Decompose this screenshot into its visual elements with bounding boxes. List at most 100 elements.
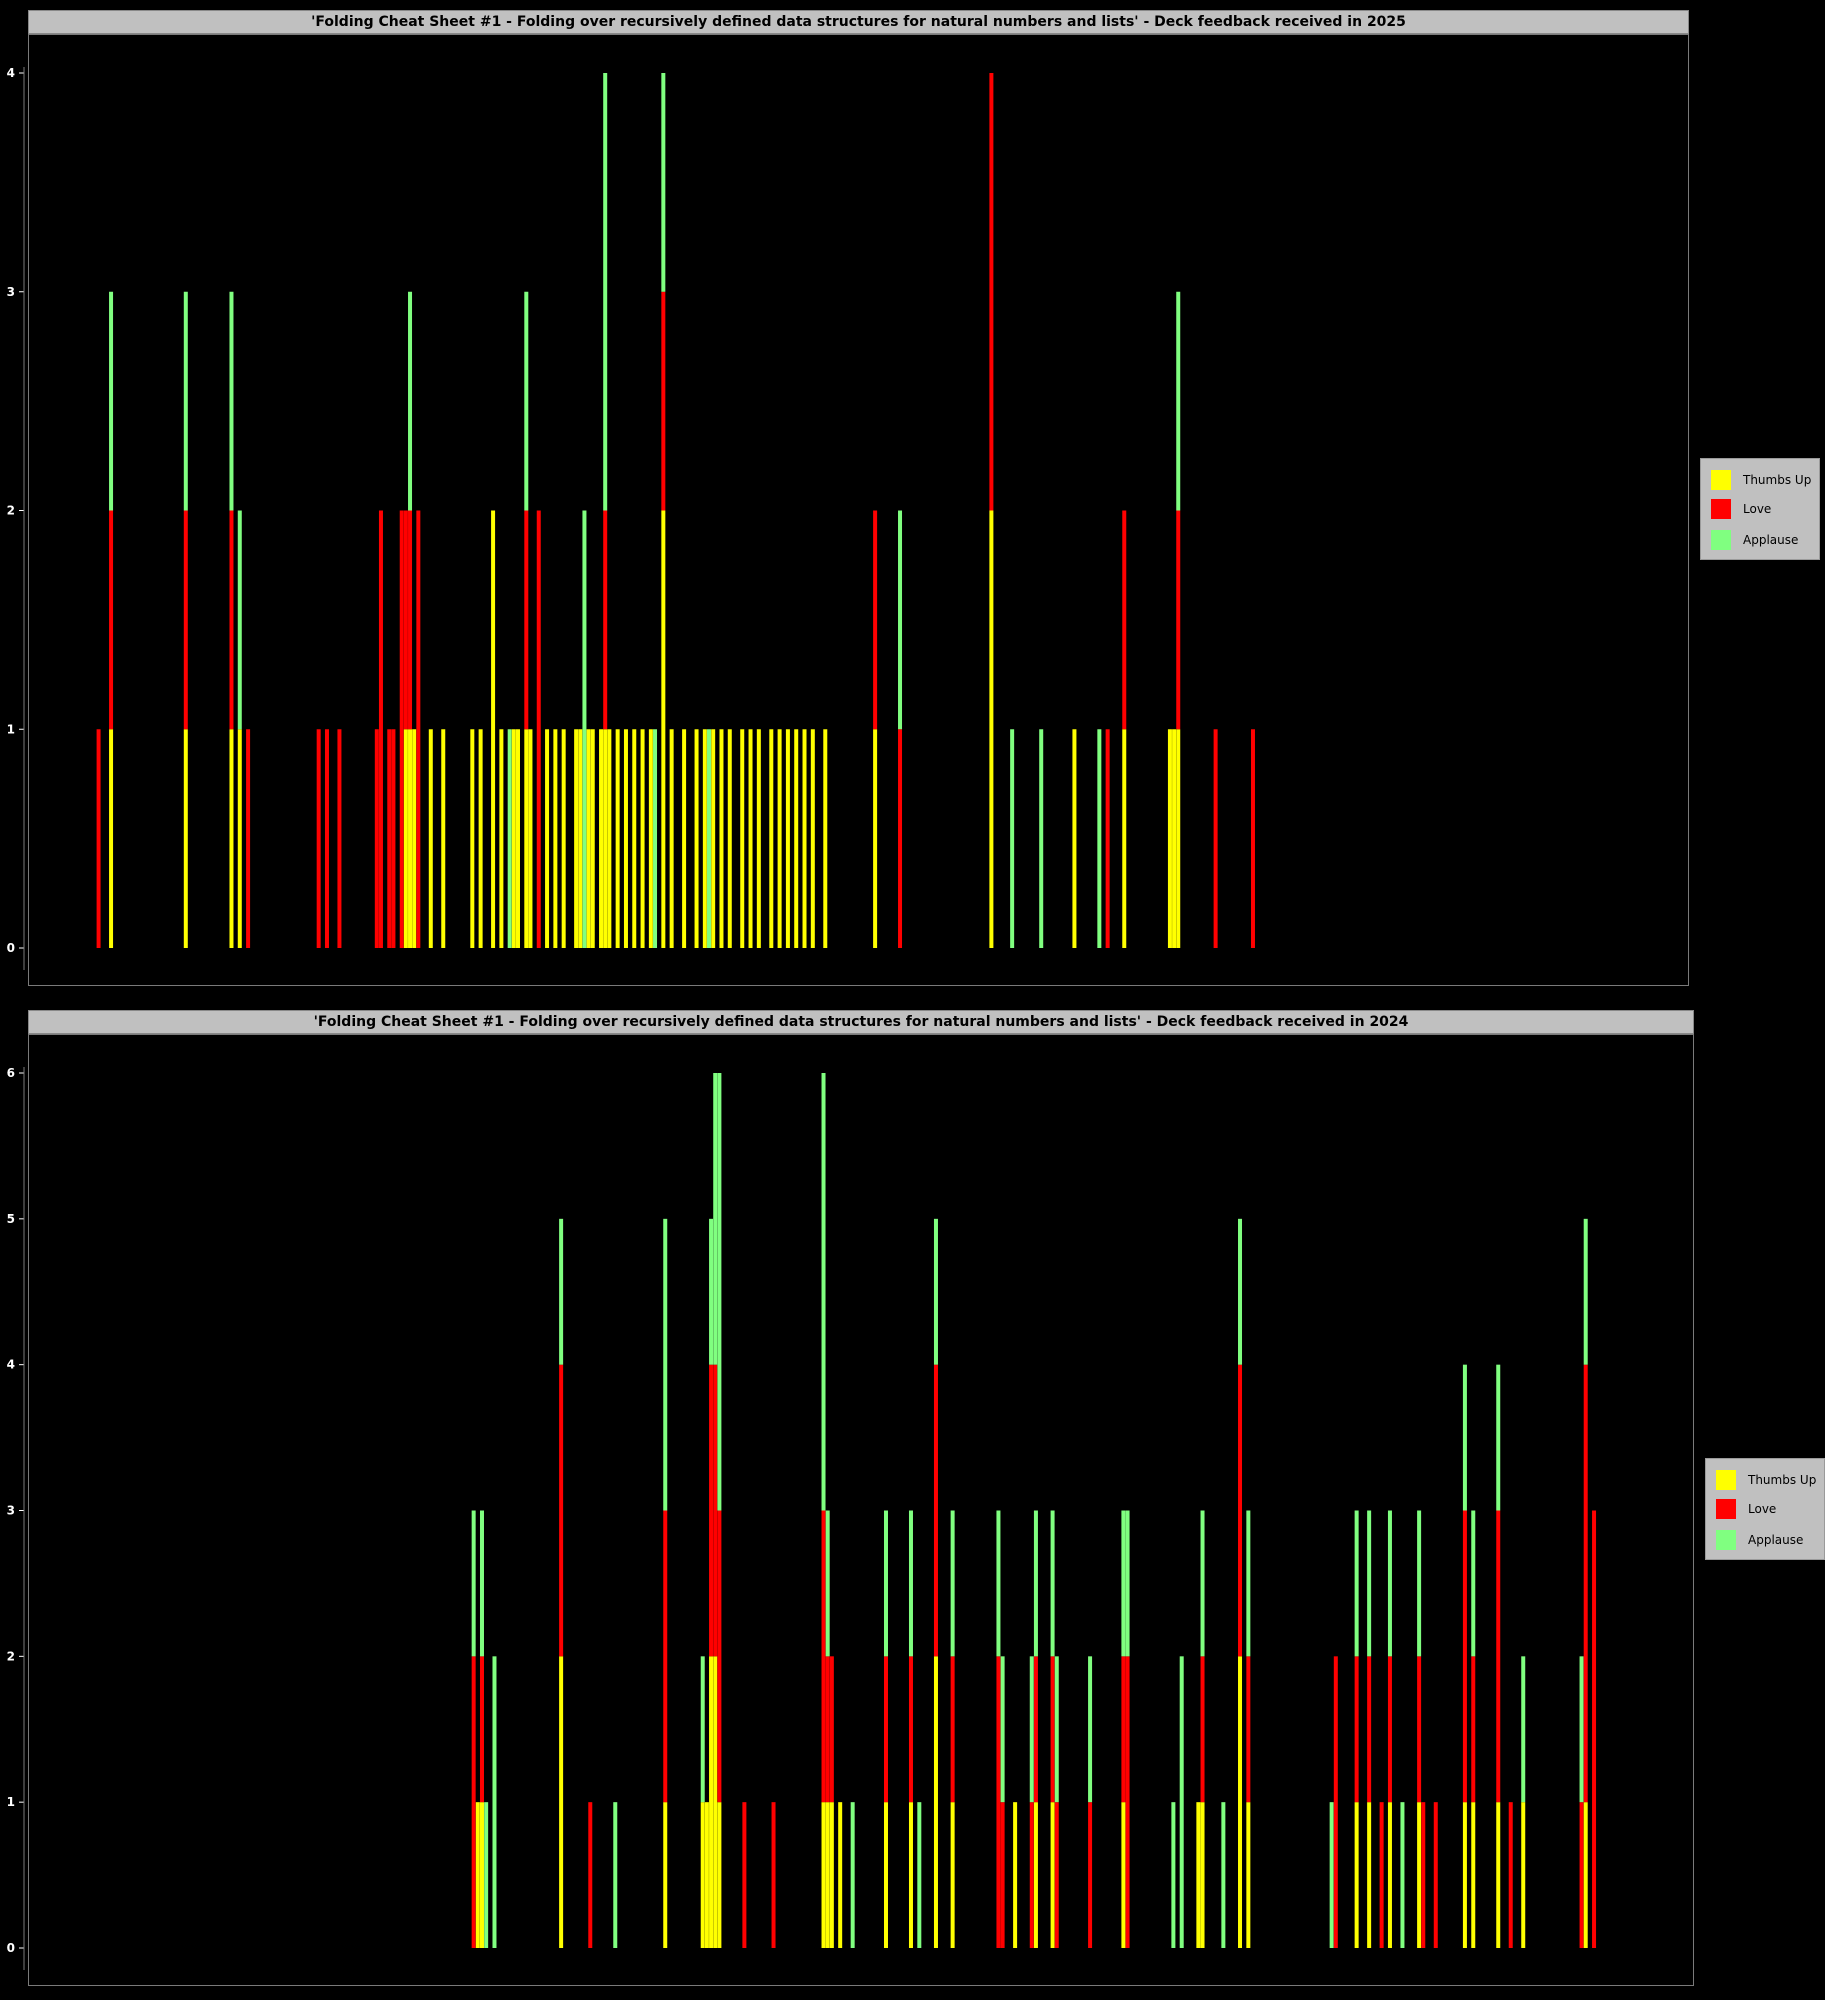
bar-thumbs-up	[740, 729, 745, 948]
bar-thumbs-up	[873, 729, 878, 948]
bar-love	[825, 1656, 830, 1803]
bar-love	[996, 1656, 1001, 1948]
legend-2024: Thumbs Up Love Applause	[1705, 1458, 1825, 1560]
legend-2025: Thumbs Up Love Applause	[1700, 458, 1820, 560]
bar-applause	[1039, 729, 1044, 948]
bar-thumbs-up	[694, 729, 699, 948]
bar-thumbs-up	[603, 729, 608, 948]
bar-love	[829, 1656, 834, 1803]
bar-thumbs-up	[769, 729, 774, 948]
bar-thumbs-up	[528, 729, 533, 948]
bar-love	[96, 729, 101, 948]
bar-thumbs-up	[1200, 1802, 1205, 1948]
bar-love	[378, 510, 383, 948]
bar-love	[387, 729, 392, 948]
y-tick-label: 3	[7, 285, 15, 299]
bar-applause	[663, 1218, 668, 1511]
y-tick-label: 4	[7, 1358, 15, 1372]
bar-applause	[1417, 1510, 1422, 1657]
legend-label-applause: Applause	[1743, 533, 1799, 547]
bar-thumbs-up	[713, 1656, 718, 1948]
bar-love	[316, 729, 321, 948]
bar-love	[1246, 1656, 1251, 1803]
bar-love	[559, 1364, 564, 1657]
bar-love	[821, 1510, 826, 1803]
y-tick-label: 0	[7, 1941, 15, 1955]
legend-label-love: Love	[1743, 502, 1772, 516]
bar-applause	[603, 73, 608, 511]
bar-applause	[1000, 1656, 1005, 1803]
bar-love	[1433, 1802, 1438, 1948]
bar-thumbs-up	[1471, 1802, 1476, 1948]
bar-love	[1121, 1656, 1126, 1803]
bar-thumbs-up	[748, 729, 753, 948]
chart-panel-2025: 'Folding Cheat Sheet #1 - Folding over r…	[0, 0, 1825, 995]
bar-thumbs-up	[1462, 1802, 1467, 1948]
bar-love	[1000, 1802, 1005, 1948]
bar-applause	[883, 1510, 888, 1657]
bar-applause	[229, 291, 234, 511]
bar-love	[588, 1802, 593, 1948]
bar-thumbs-up	[661, 510, 666, 948]
bar-applause	[471, 1510, 476, 1657]
bar-thumbs-up	[717, 1802, 722, 1948]
bar-applause	[996, 1510, 1001, 1657]
bar-love	[1387, 1656, 1392, 1803]
legend-item-love: Love	[1716, 1498, 1776, 1520]
bar-applause	[1400, 1802, 1405, 1948]
bar-thumbs-up	[702, 729, 707, 948]
bar-thumbs-up	[403, 729, 408, 948]
bar-applause	[1050, 1510, 1055, 1657]
bar-love	[1354, 1656, 1359, 1803]
chart-title-2024: 'Folding Cheat Sheet #1 - Folding over r…	[28, 1010, 1694, 1034]
bar-applause	[1329, 1802, 1334, 1948]
bar-love	[229, 510, 234, 730]
bar-love	[391, 729, 396, 948]
bar-thumbs-up	[408, 729, 413, 948]
bar-thumbs-up	[709, 1656, 714, 1948]
bar-thumbs-up	[1121, 1802, 1126, 1948]
y-tick-label: 2	[7, 1649, 15, 1663]
bar-thumbs-up	[1521, 1802, 1526, 1948]
plot-frame-2025	[28, 34, 1689, 986]
bar-love	[1238, 1364, 1243, 1657]
bar-love	[536, 510, 541, 948]
bar-applause	[898, 510, 903, 730]
bar-applause	[1125, 1510, 1130, 1657]
bar-love	[898, 729, 903, 948]
bar-applause	[559, 1218, 564, 1365]
bar-thumbs-up	[756, 729, 761, 948]
bar-thumbs-up	[470, 729, 475, 948]
bar-applause	[950, 1510, 955, 1657]
y-tick-label: 2	[7, 504, 15, 518]
bar-applause	[1221, 1802, 1226, 1948]
bar-love	[771, 1802, 776, 1948]
bar-love	[1421, 1802, 1426, 1948]
bar-thumbs-up	[553, 729, 558, 948]
bar-applause	[1238, 1218, 1243, 1365]
bar-love	[416, 510, 421, 948]
y-tick-label: 1	[7, 1795, 15, 1809]
bar-thumbs-up	[623, 729, 628, 948]
bar-thumbs-up	[777, 729, 782, 948]
bar-applause	[1579, 1656, 1584, 1803]
bar-thumbs-up	[412, 729, 417, 948]
bar-thumbs-up	[682, 729, 687, 948]
bar-thumbs-up	[229, 729, 234, 948]
bar-love	[709, 1364, 714, 1657]
bar-love	[403, 510, 408, 730]
bar-applause	[109, 291, 114, 511]
bar-applause	[613, 1802, 618, 1948]
bar-thumbs-up	[615, 729, 620, 948]
legend-item-love: Love	[1711, 498, 1771, 520]
bar-applause	[582, 510, 587, 948]
bar-thumbs-up	[1122, 729, 1127, 948]
bar-thumbs-up	[704, 1802, 709, 1948]
bar-thumbs-up	[599, 729, 604, 948]
bar-thumbs-up	[908, 1802, 913, 1948]
bar-love	[1462, 1510, 1467, 1803]
bar-thumbs-up	[479, 1802, 484, 1948]
bar-thumbs-up	[640, 729, 645, 948]
bar-love	[1050, 1656, 1055, 1803]
